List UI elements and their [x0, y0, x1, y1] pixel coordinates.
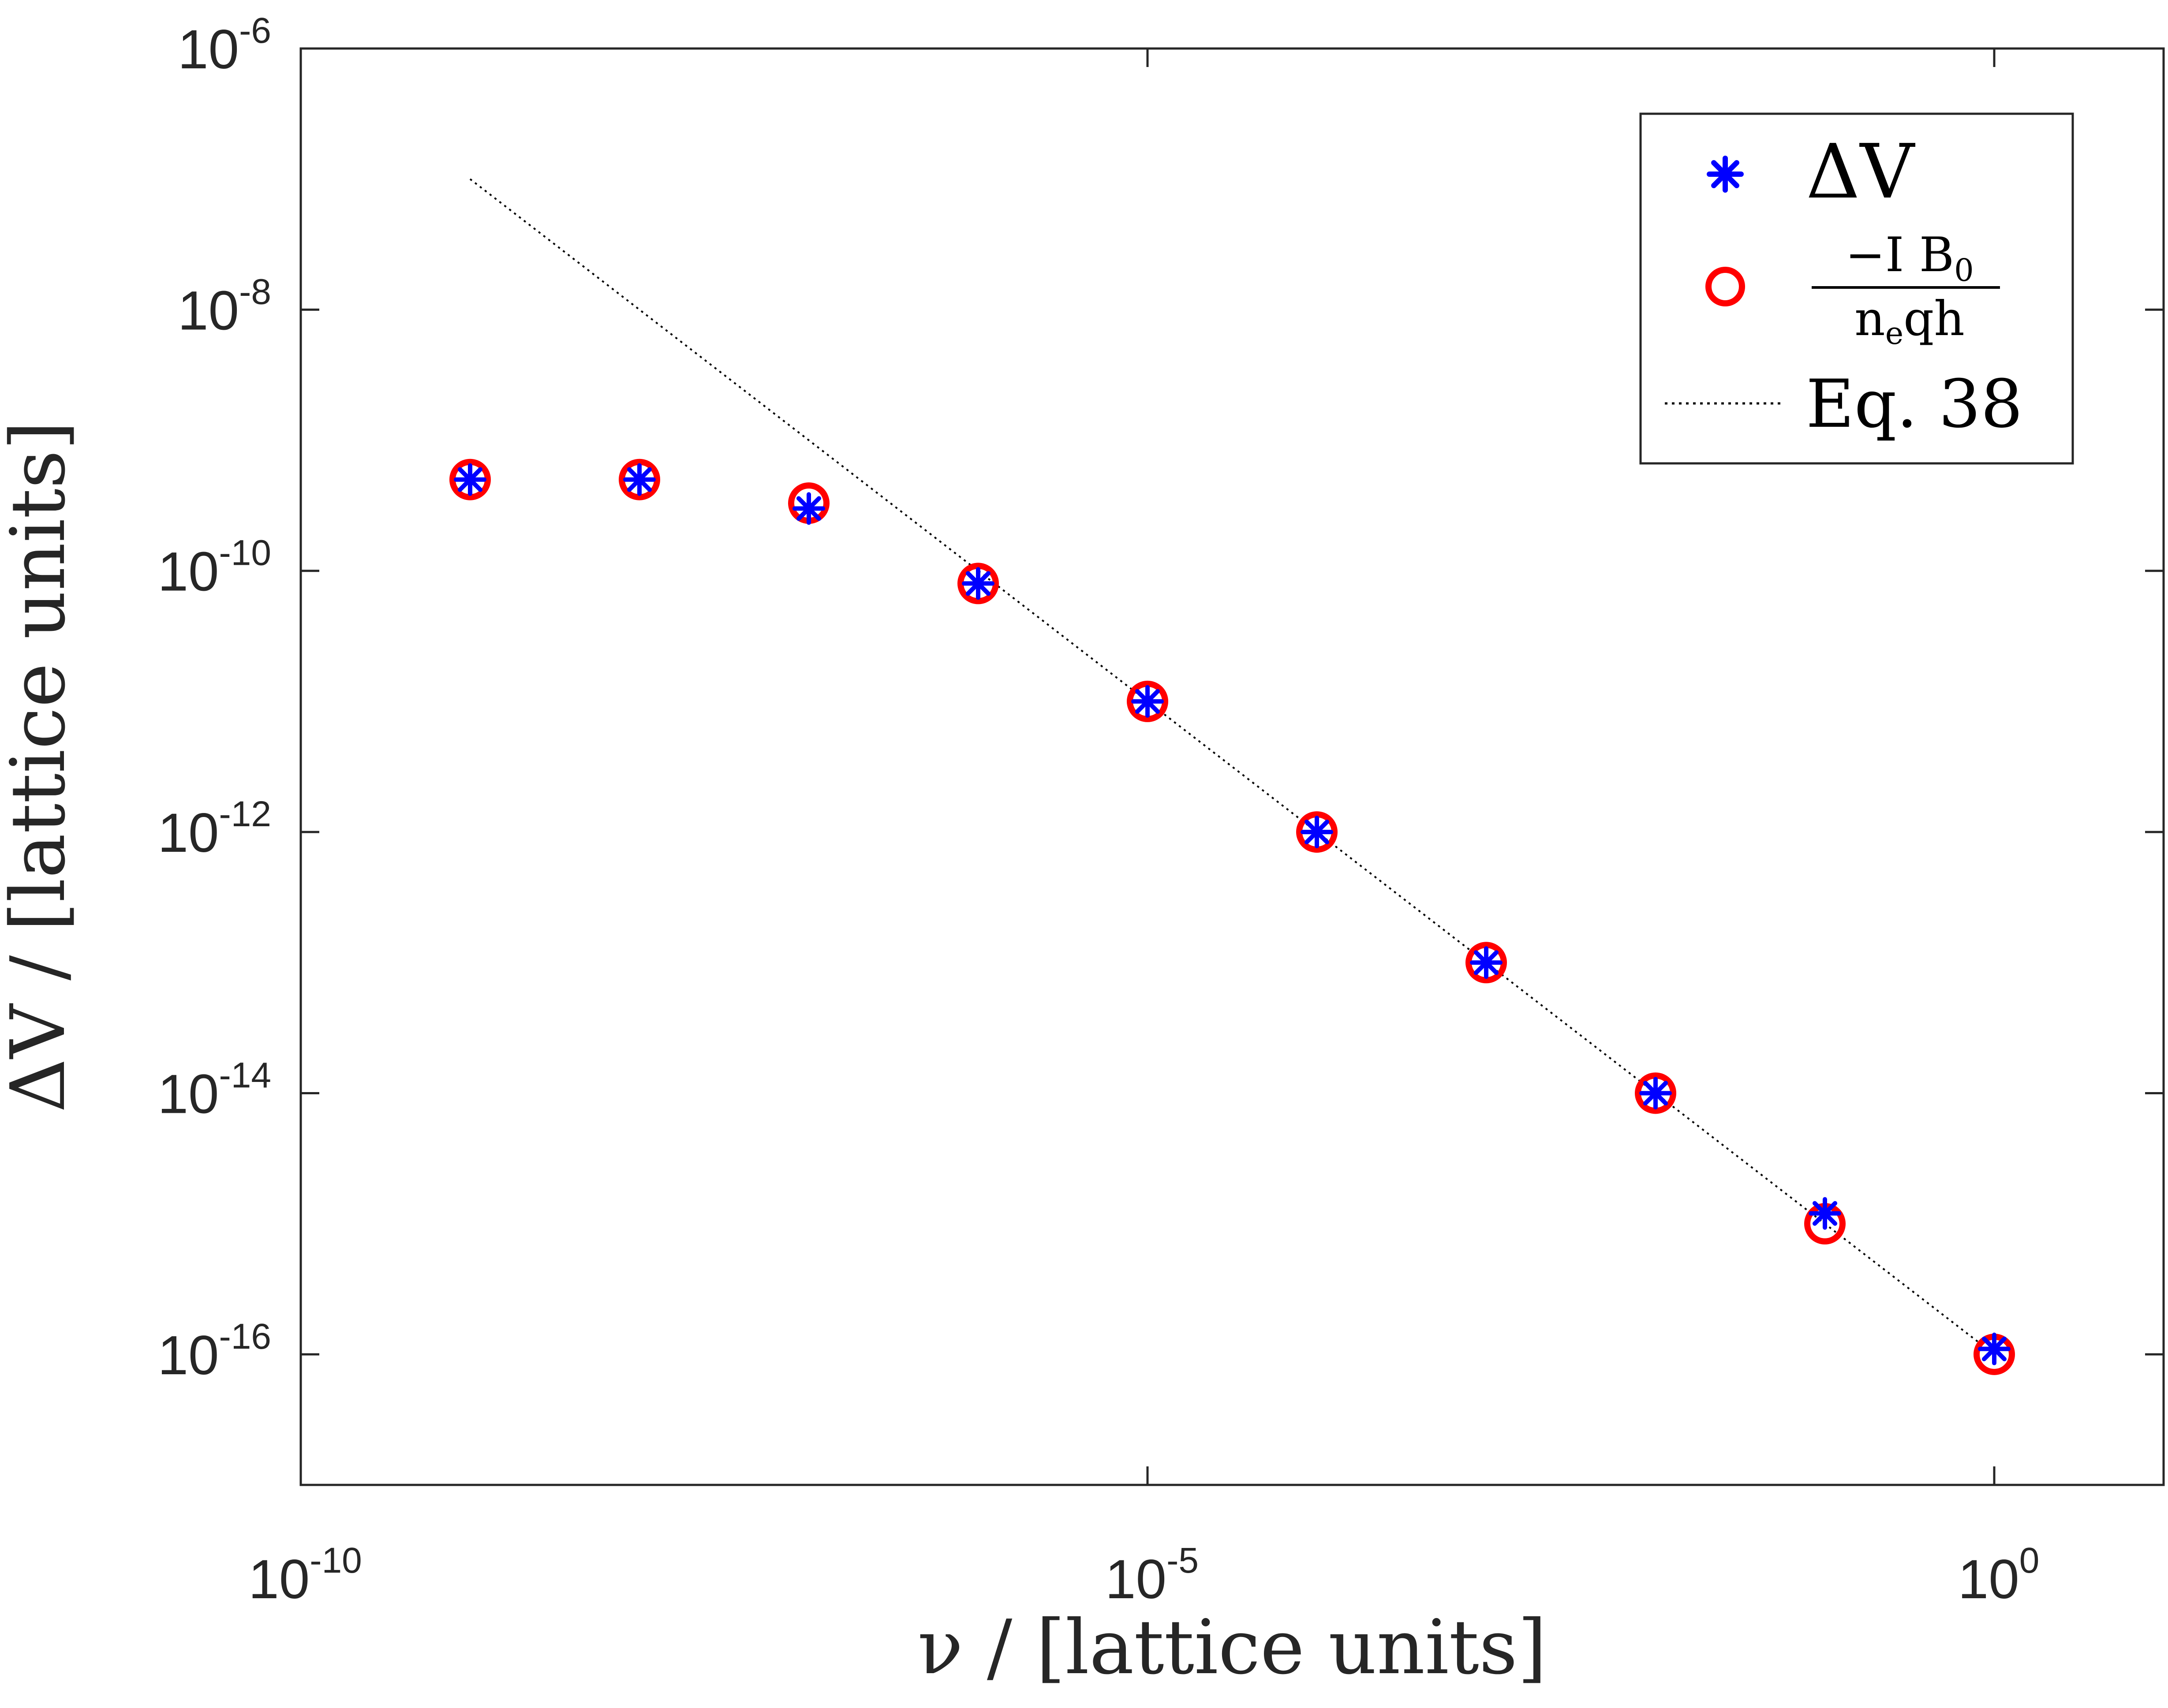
asterisk-marker: [1978, 1332, 2011, 1365]
legend-label-delta-v: ΔV: [1806, 128, 1916, 216]
tick-labels: 10-10 10-5 100 10-6 10-8 10-10 10-12 10-14 10-16: [157, 11, 2039, 1610]
x-axis-label: ν / [lattice units]: [918, 1604, 1547, 1691]
legend: ΔV −I B0 neqh Eq. 38: [1639, 112, 2074, 465]
asterisk-marker: [792, 492, 825, 525]
asterisk-marker: [1301, 816, 1333, 849]
circle-marker: [1296, 811, 1338, 853]
asterisk-marker: [1809, 1197, 1841, 1230]
asterisk-marker: [962, 567, 994, 600]
legend-label-eq38: Eq. 38: [1806, 366, 2023, 443]
asterisk-markers-layer: [454, 463, 2011, 1365]
asterisk-marker: [1470, 946, 1503, 979]
tick-marks: [299, 47, 2164, 1485]
x-tick-label: 10-5: [1105, 1540, 1199, 1610]
y-tick-label: 10-8: [178, 272, 271, 341]
y-tick-label: 10-6: [178, 11, 271, 80]
x-tick-label: 100: [1958, 1540, 2040, 1610]
circle-marker: [957, 563, 999, 604]
circle-marker: [619, 459, 660, 500]
x-tick-label: 10-10: [248, 1540, 362, 1610]
legend-formula-numerator: −I B0: [1845, 227, 1974, 288]
y-tick-label: 10-16: [157, 1316, 271, 1386]
circle-marker: [449, 459, 491, 500]
legend-asterisk-glyph: [1707, 156, 1744, 193]
asterisk-marker: [623, 463, 656, 496]
circle-marker: [1635, 1072, 1676, 1114]
y-tick-label: 10-10: [157, 533, 271, 603]
y-tick-label: 10-12: [157, 794, 271, 864]
legend-circle-marker: [1705, 267, 1745, 306]
asterisk-marker: [1639, 1077, 1672, 1110]
y-tick-label: 10-14: [157, 1055, 271, 1125]
legend-formula-denominator: neqh: [1854, 291, 1965, 351]
asterisk-marker: [1131, 685, 1164, 718]
y-axis-label: ΔV / [lattice units]: [0, 421, 82, 1112]
circle-marker: [1465, 942, 1507, 984]
asterisk-marker: [454, 463, 486, 496]
legend-asterisk-marker: [1707, 156, 1744, 193]
circle-marker: [1127, 680, 1168, 722]
